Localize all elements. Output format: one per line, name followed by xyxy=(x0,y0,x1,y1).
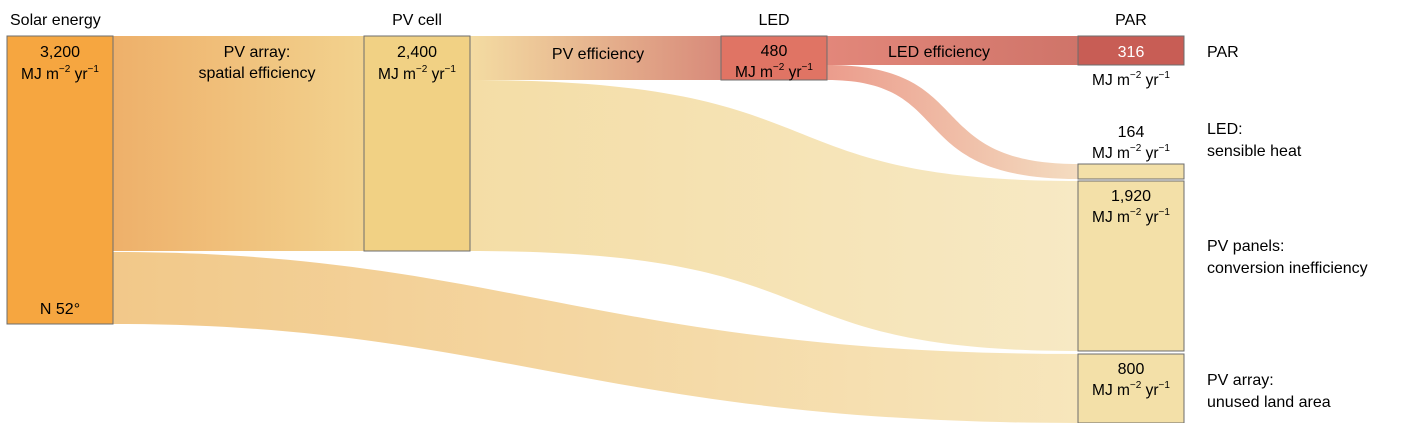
pvcell-value: 2,400 xyxy=(397,44,437,61)
node-led xyxy=(720,35,828,81)
pv-panels-value: 1,920 xyxy=(1111,188,1151,205)
column-header-led: LED xyxy=(758,12,789,29)
side-label-par: PAR xyxy=(1207,44,1239,61)
led-value: 480 xyxy=(761,43,788,60)
column-header-pv-cell: PV cell xyxy=(392,12,442,29)
flow-pvcell-to-pv-panels xyxy=(470,80,1078,351)
unused-land-unit: MJ m−2 yr−1 xyxy=(1092,380,1170,399)
node-par xyxy=(1077,35,1185,66)
flow-label-pv-array-line2: spatial efficiency xyxy=(198,65,315,82)
node-led-sensible-heat xyxy=(1077,163,1185,180)
pvcell-unit: MJ m−2 yr−1 xyxy=(378,64,456,83)
node-solar-energy xyxy=(6,35,114,325)
led-heat-unit: MJ m−2 yr−1 xyxy=(1092,143,1170,162)
solar-latitude-note: N 52° xyxy=(40,301,80,318)
solar-unit: MJ m−2 yr−1 xyxy=(21,64,99,83)
column-header-par: PAR xyxy=(1115,12,1147,29)
side-label-led-heat-line1: LED: xyxy=(1207,121,1243,138)
node-unused-land xyxy=(1077,353,1185,423)
flow-solar-to-unused-land xyxy=(113,252,1078,423)
side-label-pv-panels-line1: PV panels: xyxy=(1207,238,1284,255)
flow-label-led-efficiency: LED efficiency xyxy=(888,44,990,61)
node-pv-cell xyxy=(363,35,471,252)
side-label-unused-land-line2: unused land area xyxy=(1207,394,1331,411)
par-unit: MJ m−2 yr−1 xyxy=(1092,70,1170,89)
pv-panels-unit: MJ m−2 yr−1 xyxy=(1092,207,1170,226)
flow-solar-to-pvcell xyxy=(113,36,364,251)
unused-land-value: 800 xyxy=(1118,361,1145,378)
par-value: 316 xyxy=(1118,44,1145,61)
side-label-led-heat-line2: sensible heat xyxy=(1207,143,1302,160)
flow-led-to-par xyxy=(827,36,1078,65)
solar-value: 3,200 xyxy=(40,44,80,61)
side-label-unused-land-line1: PV array: xyxy=(1207,372,1274,389)
led-unit: MJ m−2 yr−1 xyxy=(735,62,813,81)
side-label-pv-panels-line2: conversion inefficiency xyxy=(1207,260,1368,277)
column-header-solar-energy: Solar energy xyxy=(10,12,101,29)
node-pv-panels xyxy=(1077,180,1185,352)
flow-led-to-sensible-heat xyxy=(827,65,1078,179)
flow-pvcell-to-led xyxy=(470,36,721,80)
led-heat-value: 164 xyxy=(1118,124,1145,141)
flow-label-pv-array-line1: PV array: xyxy=(224,44,291,61)
flow-label-pv-efficiency: PV efficiency xyxy=(552,46,644,63)
